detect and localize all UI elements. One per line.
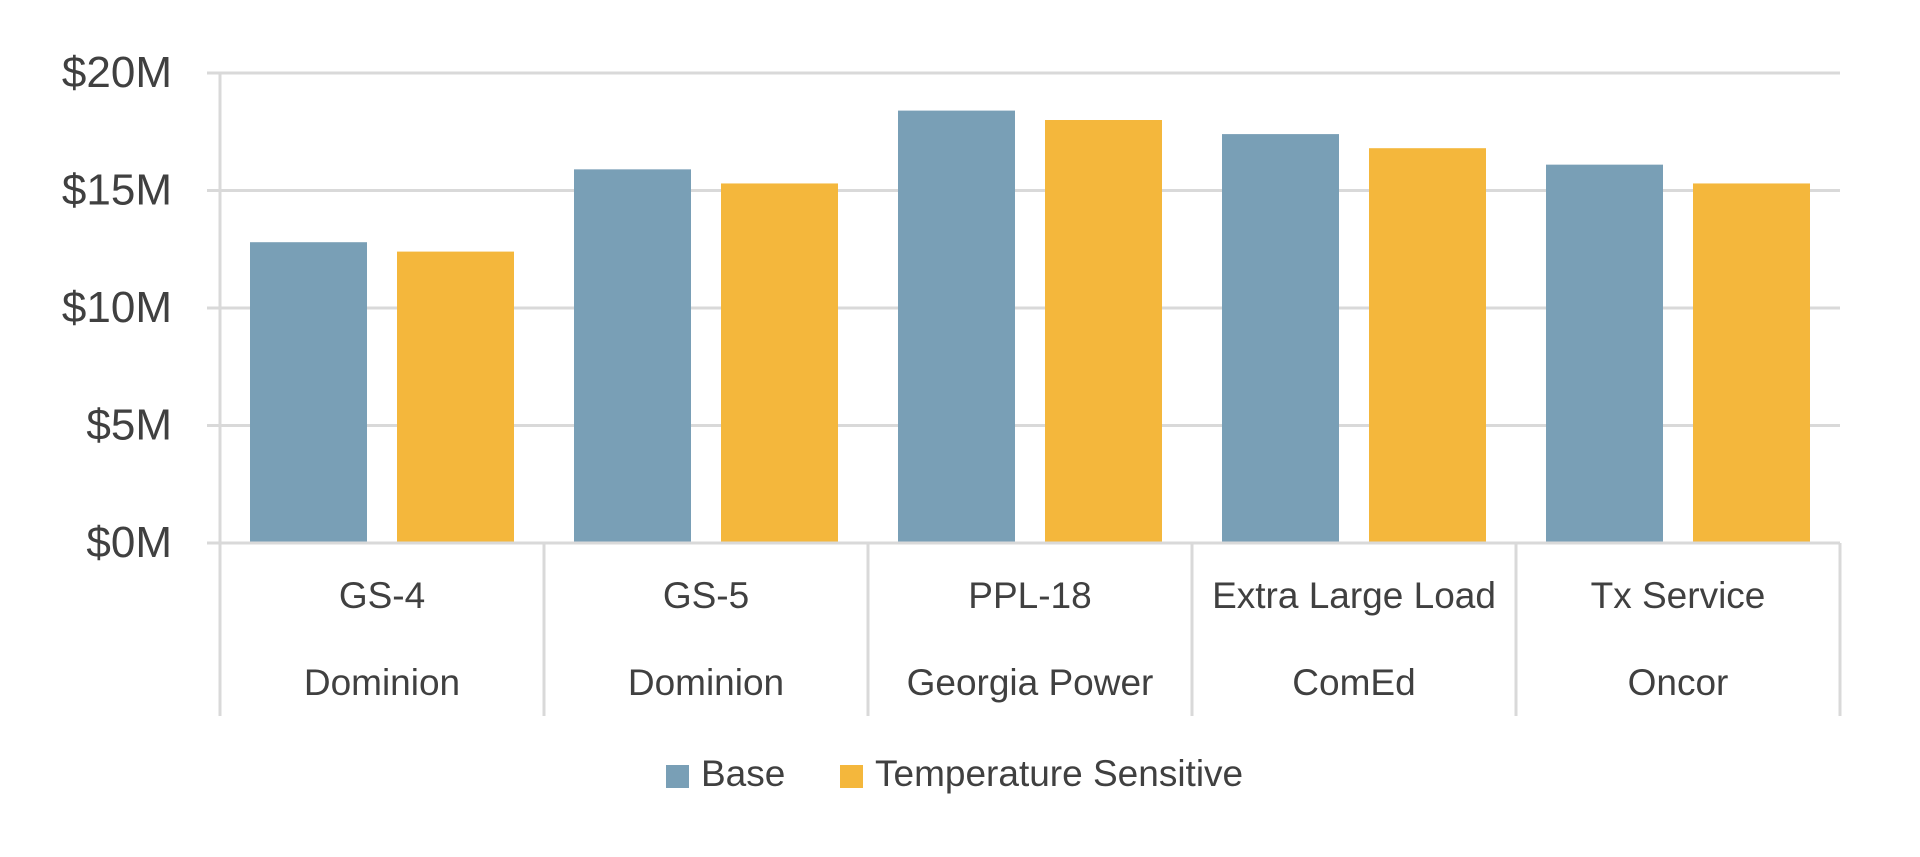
x-group-label: ComEd [1292,662,1415,703]
bar-temperature-sensitive [397,251,514,543]
x-group-label: Oncor [1628,662,1729,703]
bar-temperature-sensitive [1045,120,1162,543]
legend-swatch-temperature-sensitive [840,765,863,788]
x-group-label: Dominion [304,662,460,703]
legend: Base Temperature Sensitive [666,753,1243,794]
y-tick-label: $0M [86,518,172,567]
bars [250,110,1810,543]
y-tick-label: $20M [62,48,172,97]
bar-temperature-sensitive [1693,183,1810,543]
legend-label: Temperature Sensitive [875,753,1243,794]
x-axis: GS-4 Dominion GS-5 Dominion PPL-18 Georgia Po… [207,541,1842,716]
x-category-label: Tx Service [1591,575,1766,616]
bar-temperature-sensitive [1369,148,1486,543]
x-category-label: GS-5 [663,575,749,616]
y-tick-label: $10M [62,283,172,332]
y-tick-label: $15M [62,166,172,215]
y-axis: $0M $5M $10M $15M $20M [62,48,172,567]
x-category-label: Extra Large Load [1212,575,1496,616]
bar-base [898,110,1015,543]
bar-temperature-sensitive [721,183,838,543]
legend-label: Base [701,753,785,794]
bar-base [1546,164,1663,543]
x-category-label: PPL-18 [968,575,1091,616]
x-group-label: Dominion [628,662,784,703]
bar-base [1222,134,1339,543]
y-tick-label: $5M [86,401,172,450]
x-category-label: GS-4 [339,575,425,616]
bar-base [250,242,367,543]
x-group-label: Georgia Power [907,662,1154,703]
bar-base [574,169,691,543]
legend-swatch-base [666,765,689,788]
